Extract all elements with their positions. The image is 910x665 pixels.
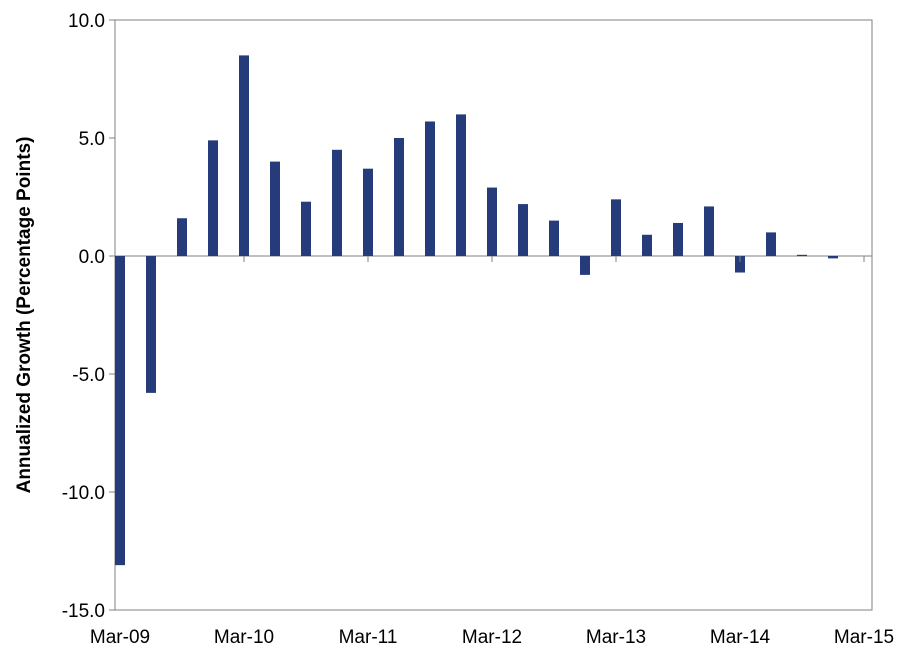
bar [425, 121, 435, 256]
bar [518, 204, 528, 256]
y-tick-label: -5.0 [72, 365, 105, 386]
bar [332, 149, 342, 256]
y-axis-title: Annualized Growth (Percentage Points) [14, 137, 35, 494]
bar [270, 161, 280, 256]
bar [394, 138, 404, 256]
bar [208, 140, 218, 256]
bar [704, 206, 714, 256]
x-tick-label: Mar-10 [214, 627, 274, 648]
x-tick-label: Mar-15 [834, 627, 894, 648]
bar [766, 232, 776, 256]
bar [301, 201, 311, 256]
bar [580, 256, 590, 275]
bar [828, 256, 838, 259]
x-tick-label: Mar-12 [462, 627, 522, 648]
bar [115, 256, 125, 566]
bar [177, 218, 187, 256]
bar [549, 220, 559, 256]
plot-area-border [114, 19, 873, 611]
bar [673, 222, 683, 256]
x-tick-label: Mar-14 [710, 627, 771, 648]
y-tick-label: -10.0 [62, 483, 105, 504]
x-tick-label: Mar-11 [339, 627, 398, 648]
y-tick-label: 10.0 [68, 11, 105, 32]
bar [797, 254, 807, 256]
x-tick-label: Mar-09 [90, 627, 150, 648]
bar [239, 55, 249, 257]
y-tick-label: 5.0 [79, 129, 105, 150]
bar [146, 256, 156, 393]
y-tick-label: -15.0 [62, 601, 105, 622]
bar [611, 199, 621, 256]
bar [363, 168, 373, 256]
bar [487, 187, 497, 256]
y-tick-label: 0.0 [79, 247, 105, 268]
bar [735, 256, 745, 273]
bar [642, 234, 652, 256]
bar [456, 114, 466, 257]
x-tick-label: Mar-13 [586, 627, 646, 648]
